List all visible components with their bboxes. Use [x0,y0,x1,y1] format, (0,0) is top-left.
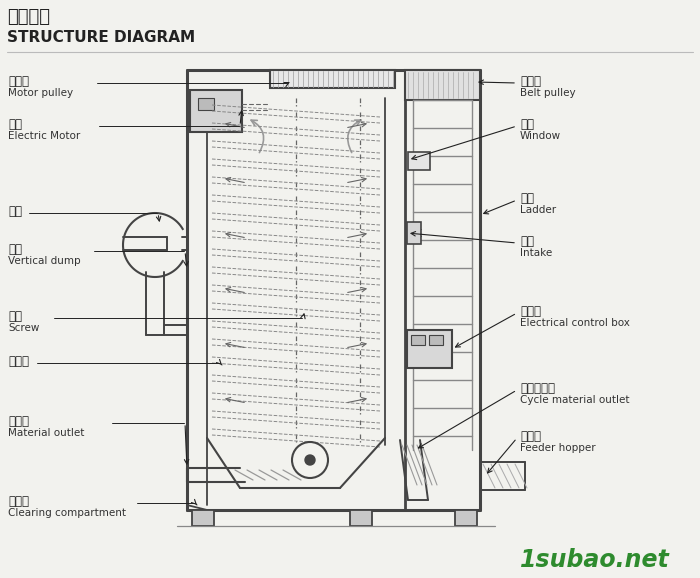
Text: 视窗: 视窗 [520,118,534,131]
Text: 出料口: 出料口 [8,415,29,428]
Text: 桶体: 桶体 [8,243,22,256]
Bar [405,70,480,100]
Bar [407,330,452,368]
Text: Screw: Screw [8,323,39,333]
Bar [350,510,372,526]
Text: 循环落料口: 循环落料口 [520,382,555,395]
Text: 1subao.net: 1subao.net [520,548,670,572]
Text: 电机: 电机 [8,118,22,131]
Circle shape [305,455,315,465]
Text: Electric Motor: Electric Motor [8,131,81,141]
Bar [407,222,421,244]
Text: Window: Window [520,131,561,141]
Bar [270,70,395,88]
Text: Cycle material outlet: Cycle material outlet [520,395,629,405]
Bar [190,90,242,132]
Text: Clearing compartment: Clearing compartment [8,508,126,518]
Text: 螺杆: 螺杆 [8,310,22,323]
Bar [192,510,214,526]
Text: 人梯: 人梯 [520,192,534,205]
Text: Material outlet: Material outlet [8,428,85,438]
Circle shape [292,442,328,478]
Bar [455,510,477,526]
Text: 皮带轮: 皮带轮 [520,75,541,88]
Text: 投料斗: 投料斗 [520,430,541,443]
Bar [429,335,443,345]
Text: 结构简图: 结构简图 [7,8,50,26]
Text: 清料口: 清料口 [8,495,29,508]
Text: STRUCTURE DIAGRAM: STRUCTURE DIAGRAM [7,30,195,45]
Text: 风机: 风机 [8,205,22,218]
Text: Intake: Intake [520,248,552,258]
Text: 发热管: 发热管 [8,355,29,368]
Text: 电机轮: 电机轮 [8,75,29,88]
Bar [408,152,430,170]
Bar [411,335,425,345]
Text: 入口: 入口 [520,235,534,248]
Bar [198,98,214,110]
Text: Feeder hopper: Feeder hopper [520,443,596,453]
Text: Vertical dump: Vertical dump [8,256,81,266]
Text: Electrical control box: Electrical control box [520,318,630,328]
Text: 电器箱: 电器箱 [520,305,541,318]
Text: Motor pulley: Motor pulley [8,88,73,98]
Text: Belt pulley: Belt pulley [520,88,575,98]
Text: Ladder: Ladder [520,205,556,215]
